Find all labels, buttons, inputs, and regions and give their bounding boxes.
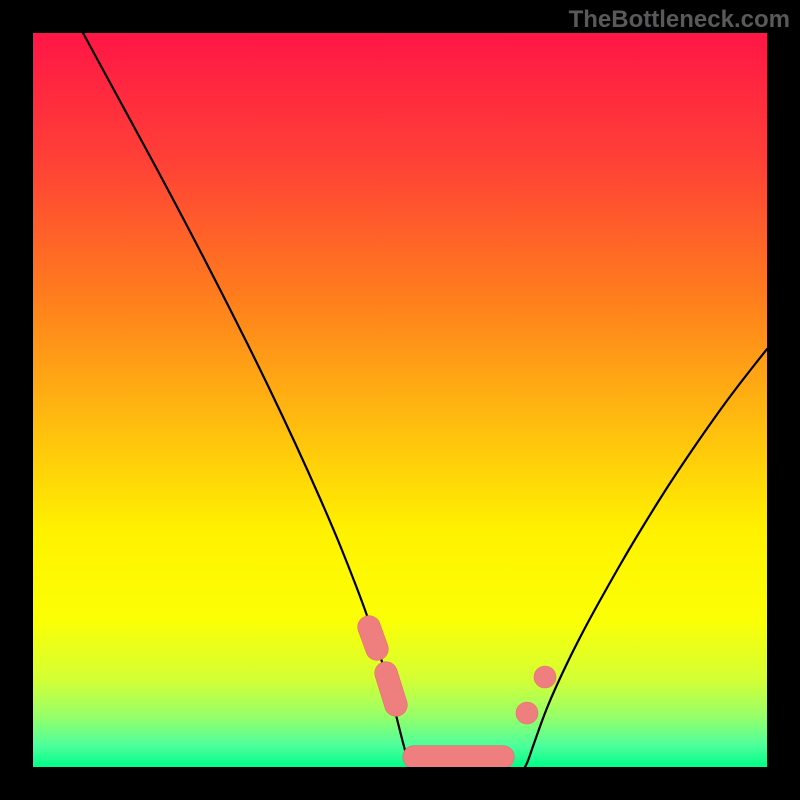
watermark-text: TheBottleneck.com xyxy=(569,6,790,34)
marker-capsule xyxy=(369,627,377,649)
marker-dot xyxy=(534,666,556,688)
chart-svg xyxy=(33,33,767,767)
curve-line xyxy=(83,33,411,767)
curve-line xyxy=(525,349,767,767)
plot-area xyxy=(33,33,767,767)
marker-dot xyxy=(516,702,538,724)
marker-capsule xyxy=(386,673,396,705)
chart-container: TheBottleneck.com xyxy=(0,0,800,800)
